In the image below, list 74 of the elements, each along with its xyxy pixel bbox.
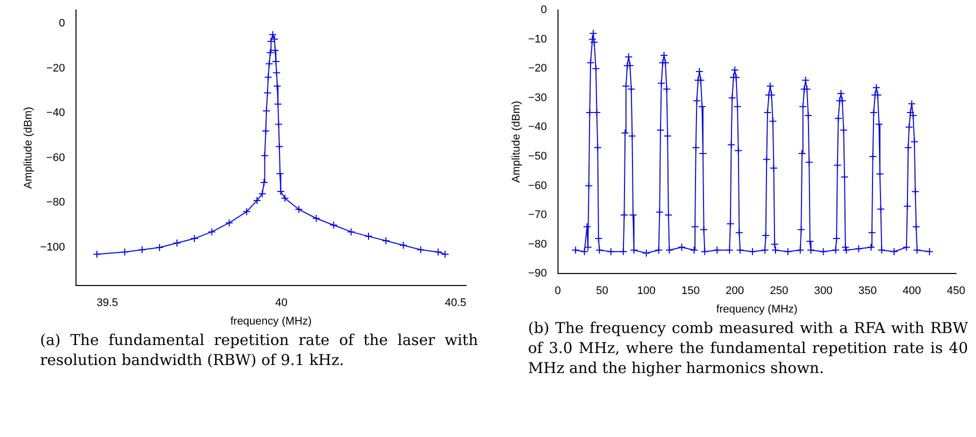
point	[276, 170, 284, 178]
y-tick-label: −90	[528, 268, 547, 280]
point	[272, 68, 281, 77]
point	[434, 248, 442, 256]
x-tick-label: 0	[554, 285, 561, 298]
x-tick-label: 450	[946, 285, 966, 298]
y-tick-label: 0	[58, 17, 65, 30]
point	[260, 152, 269, 160]
point	[265, 60, 274, 68]
point	[258, 190, 266, 198]
text: (b) The frequency comb measured with a RFA with RBW of 3.0 MHz, where the fundamental repetition rate is 40 MHz and the higher harmonics shown.	[528, 318, 968, 378]
x-tick-label: 39.5	[96, 297, 118, 310]
point	[294, 205, 303, 214]
x-tick-label: 300	[814, 285, 832, 298]
text: (a) The fundamental repetition rate of the laser with resolution bandwidth (RBW) of 9.1 kHz.	[40, 330, 478, 370]
y-tick-label: −80	[46, 196, 65, 209]
x-tick-label: 250	[770, 285, 788, 298]
y-tick-label: −10	[528, 33, 547, 46]
y-tick-label: −60	[528, 180, 547, 192]
point	[274, 100, 282, 108]
x-axis-title: frequency (MHz)	[230, 315, 312, 328]
y-axis-title: Amplitude (dBm)	[510, 100, 523, 183]
point	[262, 126, 270, 135]
point	[92, 250, 101, 258]
x-tick-label: 40	[275, 297, 288, 310]
point	[272, 58, 280, 66]
point	[364, 232, 372, 240]
point	[330, 221, 338, 230]
point	[275, 142, 284, 151]
y-tick-label: −80	[528, 238, 547, 250]
point	[266, 48, 274, 57]
point	[264, 73, 272, 82]
point	[441, 250, 450, 258]
point	[280, 194, 289, 202]
point	[262, 106, 270, 115]
point	[120, 248, 129, 256]
x-tick-label: 200	[726, 285, 744, 298]
point	[276, 187, 285, 196]
x-tick-label: 100	[637, 285, 656, 298]
y-tick-label: −100	[40, 242, 65, 254]
y-tick-label: −50	[528, 150, 547, 162]
x-axis-title: frequency (MHz)	[716, 303, 798, 316]
point	[242, 208, 251, 216]
point	[382, 236, 390, 245]
y-tick-label: −40	[46, 107, 65, 120]
y-tick-label: 0	[540, 4, 547, 16]
point	[399, 241, 408, 250]
y-tick-label: −30	[528, 92, 547, 104]
point	[253, 196, 262, 204]
point	[273, 82, 282, 90]
point	[312, 214, 320, 222]
y-axis-title: Amplitude (dBm)	[22, 106, 35, 189]
point	[260, 178, 268, 187]
point	[138, 246, 146, 254]
y-tick-label: −60	[46, 152, 65, 164]
point	[271, 46, 280, 54]
x-tick-label: 350	[858, 285, 877, 298]
x-tick-label: 150	[681, 285, 700, 298]
y-tick-label: −70	[528, 209, 547, 222]
point	[347, 228, 356, 236]
point	[208, 228, 216, 236]
point	[190, 234, 198, 243]
y-tick-label: −40	[528, 121, 547, 134]
point	[264, 88, 272, 97]
point	[416, 246, 425, 254]
y-tick-label: −20	[528, 62, 547, 75]
point	[172, 239, 181, 248]
point	[274, 120, 283, 128]
point	[225, 218, 234, 227]
x-tick-label: 40.5	[444, 297, 466, 310]
point	[156, 244, 164, 252]
x-tick-label: 400	[902, 285, 921, 298]
x-tick-label: 50	[596, 285, 608, 298]
y-tick-label: −20	[46, 62, 65, 74]
